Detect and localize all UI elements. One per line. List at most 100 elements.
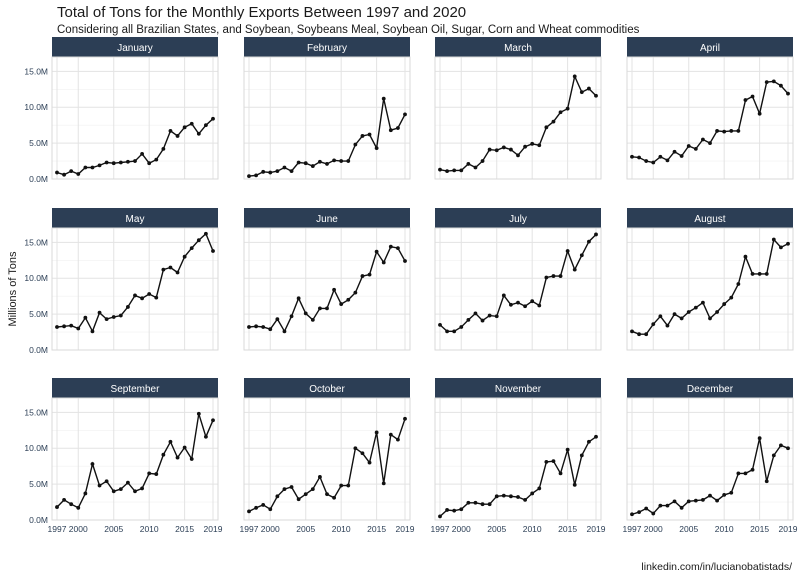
- data-point: [111, 315, 116, 319]
- data-point: [786, 91, 790, 96]
- data-point: [679, 316, 684, 321]
- data-point: [332, 158, 336, 163]
- series-line: [56, 118, 214, 176]
- data-point: [523, 304, 527, 309]
- data-point: [630, 512, 634, 517]
- data-point: [672, 499, 677, 504]
- data-point: [388, 432, 393, 437]
- y-tick-label: 10.0M: [24, 102, 48, 112]
- data-point: [516, 495, 520, 499]
- x-tick-label: 2015: [750, 524, 769, 534]
- data-point: [630, 154, 634, 159]
- data-point: [494, 314, 499, 319]
- data-point: [111, 161, 116, 166]
- data-point: [509, 302, 513, 307]
- data-point: [686, 144, 691, 148]
- data-point: [118, 313, 123, 318]
- data-point: [133, 159, 137, 163]
- data-point: [360, 134, 365, 138]
- data-point: [779, 245, 783, 250]
- data-point: [154, 295, 159, 300]
- data-point: [757, 436, 762, 441]
- data-point: [764, 479, 769, 484]
- data-point: [523, 144, 527, 149]
- x-tick-label: 2010: [332, 524, 351, 534]
- data-point: [715, 310, 719, 314]
- data-point: [708, 316, 712, 321]
- data-point: [544, 275, 549, 280]
- data-point: [729, 129, 734, 133]
- data-point: [750, 272, 755, 276]
- data-point: [247, 174, 251, 179]
- data-point: [62, 324, 66, 329]
- data-point: [182, 254, 187, 259]
- data-point: [396, 246, 400, 250]
- data-point: [147, 292, 152, 296]
- data-point: [693, 146, 698, 151]
- data-point: [572, 482, 577, 487]
- data-point: [459, 325, 464, 329]
- facet-panel-november: November 1997 2000 2005 2010 2015 2019: [431, 378, 606, 534]
- facet-strip: [627, 378, 793, 398]
- x-tick-label: 2015: [367, 524, 386, 534]
- data-point: [480, 502, 485, 507]
- data-point: [275, 494, 280, 499]
- data-point: [268, 327, 273, 332]
- data-point: [62, 172, 66, 177]
- data-point: [69, 502, 74, 507]
- data-point: [779, 83, 783, 88]
- data-point: [126, 159, 130, 164]
- data-point: [76, 326, 81, 331]
- panel-border: [243, 227, 411, 351]
- data-point: [644, 159, 649, 163]
- data-point: [686, 310, 691, 314]
- data-point: [736, 282, 741, 286]
- data-point: [90, 329, 95, 334]
- data-point: [715, 498, 719, 503]
- facet-panel-august: August: [626, 208, 794, 351]
- facet-strip-label: May: [126, 214, 145, 225]
- data-point: [530, 299, 535, 304]
- x-tick-label: 2010: [523, 524, 542, 534]
- data-point: [523, 498, 527, 502]
- panel-border: [243, 56, 411, 180]
- data-point: [104, 317, 109, 322]
- x-tick-label: 2019: [779, 524, 798, 534]
- facet-strip: [627, 208, 793, 228]
- data-point: [282, 165, 287, 170]
- data-point: [693, 498, 698, 503]
- data-point: [558, 274, 563, 278]
- panel-border: [434, 227, 602, 351]
- data-point: [310, 164, 315, 168]
- data-point: [530, 491, 535, 496]
- data-point: [182, 445, 187, 450]
- data-point: [282, 487, 287, 492]
- data-point: [403, 112, 407, 117]
- data-point: [701, 137, 705, 142]
- caption-link[interactable]: linkedin.com/in/lucianobatistads/: [641, 561, 792, 573]
- data-point: [750, 94, 755, 99]
- data-point: [771, 453, 776, 458]
- data-point: [289, 169, 294, 174]
- x-tick-label: 2000: [69, 524, 88, 534]
- data-point: [339, 302, 344, 306]
- facet-strip-label: July: [509, 214, 527, 225]
- data-point: [83, 165, 88, 170]
- panel-border: [626, 227, 794, 351]
- data-point: [83, 315, 88, 320]
- data-point: [118, 487, 123, 492]
- data-point: [679, 154, 684, 158]
- data-point: [168, 439, 173, 444]
- data-point: [289, 314, 294, 319]
- data-point: [672, 149, 677, 154]
- data-point: [438, 167, 442, 172]
- facet-strip: [244, 37, 410, 57]
- data-point: [501, 293, 506, 298]
- data-point: [154, 157, 159, 162]
- data-point: [147, 161, 152, 166]
- facet-strip-label: February: [307, 43, 347, 54]
- data-point: [140, 486, 144, 491]
- chart-title: Total of Tons for the Monthly Exports Be…: [57, 4, 467, 21]
- facet-panel-may: May 0.0M 5.0M 10.0M 15.0M: [24, 208, 219, 355]
